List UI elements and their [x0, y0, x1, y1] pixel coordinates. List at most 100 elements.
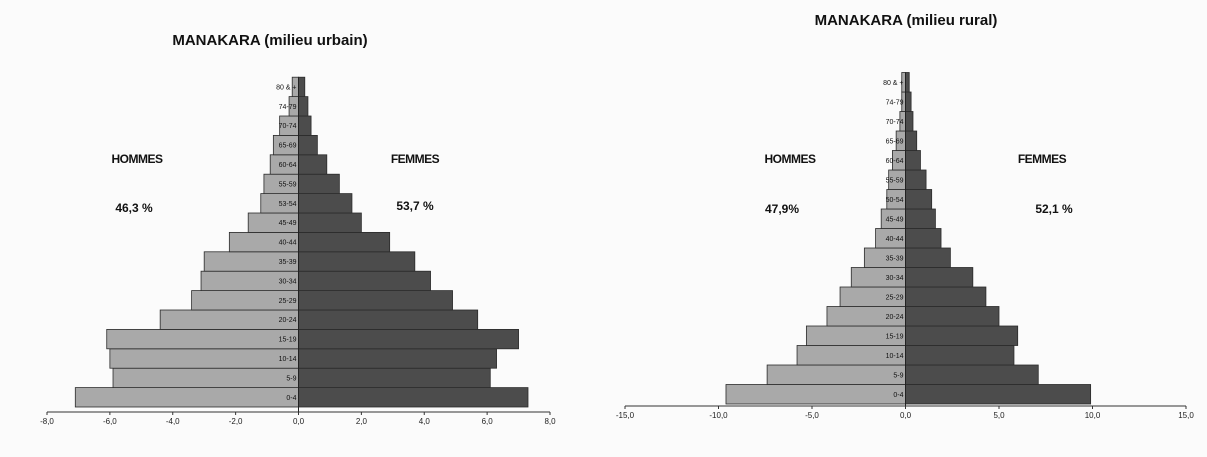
- bar-femmes-0-4: [905, 384, 1092, 405]
- x-tick-label: -10,0: [709, 411, 728, 420]
- age-label: 25-29: [279, 298, 297, 305]
- age-label: 0-4: [286, 395, 296, 402]
- age-label: 5-9: [893, 372, 903, 379]
- x-axis: -8,0 -6,0 -4,0 -2,0 0,0 2,0 4,0 6,0 8,0: [40, 411, 556, 426]
- x-tick-label: 10,0: [1085, 411, 1101, 420]
- bar-femmes-20-24: [905, 306, 1000, 327]
- age-label: 35-39: [279, 259, 297, 266]
- x-tick-label: 6,0: [482, 417, 494, 426]
- chart-rural: MANAKARA (milieu rural) HOMMES FEMMES 47…: [616, 12, 1194, 420]
- bar-hommes-5-9: [766, 364, 906, 385]
- x-tick-label: -2,0: [229, 417, 243, 426]
- bar-femmes-5-9: [298, 367, 491, 389]
- x-tick-label: -15,0: [616, 411, 635, 420]
- age-label: 40-44: [279, 240, 297, 247]
- age-label: 35-39: [886, 255, 904, 262]
- bar-femmes-25-29: [905, 286, 987, 307]
- bar-femmes-50-54: [905, 189, 933, 210]
- bar-femmes-40-44: [298, 231, 391, 253]
- bar-femmes-30-34: [905, 267, 974, 288]
- bar-femmes-60-64: [905, 150, 921, 171]
- age-label: 10-14: [279, 356, 297, 363]
- chart-title: MANAKARA (milieu rural): [815, 12, 998, 29]
- age-label: 20-24: [279, 317, 297, 324]
- bar-femmes-80 & +: [905, 72, 910, 93]
- bar-femmes-70-74: [905, 111, 914, 132]
- age-label: 10-14: [886, 353, 904, 360]
- bar-hommes-0-4: [725, 384, 906, 405]
- bar-femmes-25-29: [298, 290, 453, 311]
- x-axis: -15,0 -10,0 -5,0 0,0 5,0 10,0 15,0: [616, 405, 1194, 420]
- bar-femmes-20-24: [298, 309, 479, 330]
- age-label: 60-64: [886, 158, 904, 165]
- x-tick-label: 8,0: [544, 417, 556, 426]
- age-label: 60-64: [279, 162, 297, 169]
- chart-urbain: MANAKARA (milieu urbain) HOMMES FEMMES 4…: [40, 32, 556, 426]
- age-label: 5-9: [286, 375, 296, 382]
- bar-femmes-10-14: [298, 348, 497, 369]
- age-label: 20-24: [886, 314, 904, 321]
- bar-femmes-80 & +: [298, 76, 306, 97]
- age-label: 55-59: [279, 181, 297, 188]
- percent-hommes: 47,9%: [765, 202, 799, 216]
- bar-femmes-55-59: [905, 169, 927, 190]
- bar-femmes-60-64: [298, 154, 328, 175]
- legend-femmes: FEMMES: [1018, 152, 1067, 166]
- age-label: 55-59: [886, 177, 904, 184]
- age-label: 45-49: [279, 220, 297, 227]
- percent-femmes: 52,1 %: [1035, 202, 1073, 216]
- legend-hommes: HOMMES: [112, 152, 163, 166]
- bar-femmes-0-4: [298, 387, 529, 408]
- bar-femmes-45-49: [298, 212, 362, 233]
- bar-group: 0-4 5-9 10-14 15-19 20-24 25-29 30-34 35-39 40-4…: [725, 72, 1092, 406]
- age-label: 15-19: [886, 333, 904, 340]
- bar-femmes-15-19: [298, 328, 519, 350]
- bar-femmes-35-39: [298, 251, 416, 272]
- bar-femmes-55-59: [298, 173, 340, 194]
- bar-femmes-30-34: [298, 270, 431, 292]
- x-tick-label: -4,0: [166, 417, 180, 426]
- percent-femmes: 53,7 %: [396, 199, 434, 213]
- age-label: 70-74: [279, 123, 297, 130]
- age-label: 50-54: [886, 197, 904, 204]
- bar-femmes-35-39: [905, 247, 951, 268]
- age-label: 30-34: [886, 275, 904, 282]
- bar-femmes-70-74: [298, 115, 312, 136]
- age-label: 25-29: [886, 294, 904, 301]
- chart-title: MANAKARA (milieu urbain): [172, 32, 367, 49]
- bar-hommes-10-14: [109, 348, 299, 369]
- age-label: 65-69: [279, 143, 297, 150]
- legend-hommes: HOMMES: [765, 152, 816, 166]
- bar-femmes-40-44: [905, 228, 942, 249]
- age-label: 45-49: [886, 216, 904, 223]
- age-label: 40-44: [886, 236, 904, 243]
- bar-femmes-5-9: [905, 364, 1039, 385]
- age-label: 30-34: [279, 278, 297, 285]
- bar-femmes-75-79: [298, 96, 309, 117]
- bar-femmes-50-54: [298, 193, 353, 214]
- x-tick-label: 5,0: [993, 411, 1005, 420]
- age-label: 80 & +: [883, 80, 903, 87]
- bar-femmes-10-14: [905, 345, 1015, 366]
- x-tick-label: 0,0: [293, 417, 305, 426]
- x-tick-label: -5,0: [805, 411, 819, 420]
- bar-femmes-65-69: [298, 134, 318, 156]
- age-label: 74-79: [279, 104, 297, 111]
- x-tick-label: -6,0: [103, 417, 117, 426]
- x-tick-label: 0,0: [900, 411, 912, 420]
- bar-femmes-65-69: [905, 130, 918, 151]
- bar-hommes-5-9: [112, 367, 299, 389]
- bar-femmes-45-49: [905, 208, 936, 229]
- age-label: 53-54: [279, 201, 297, 208]
- x-tick-label: -8,0: [40, 417, 54, 426]
- age-label: 0-4: [893, 392, 903, 399]
- x-tick-label: 4,0: [419, 417, 431, 426]
- bar-femmes-15-19: [905, 325, 1019, 346]
- x-tick-label: 15,0: [1178, 411, 1194, 420]
- bar-femmes-75-79: [905, 91, 912, 112]
- age-label: 74-79: [886, 99, 904, 106]
- age-label: 70-74: [886, 119, 904, 126]
- legend-femmes: FEMMES: [391, 152, 440, 166]
